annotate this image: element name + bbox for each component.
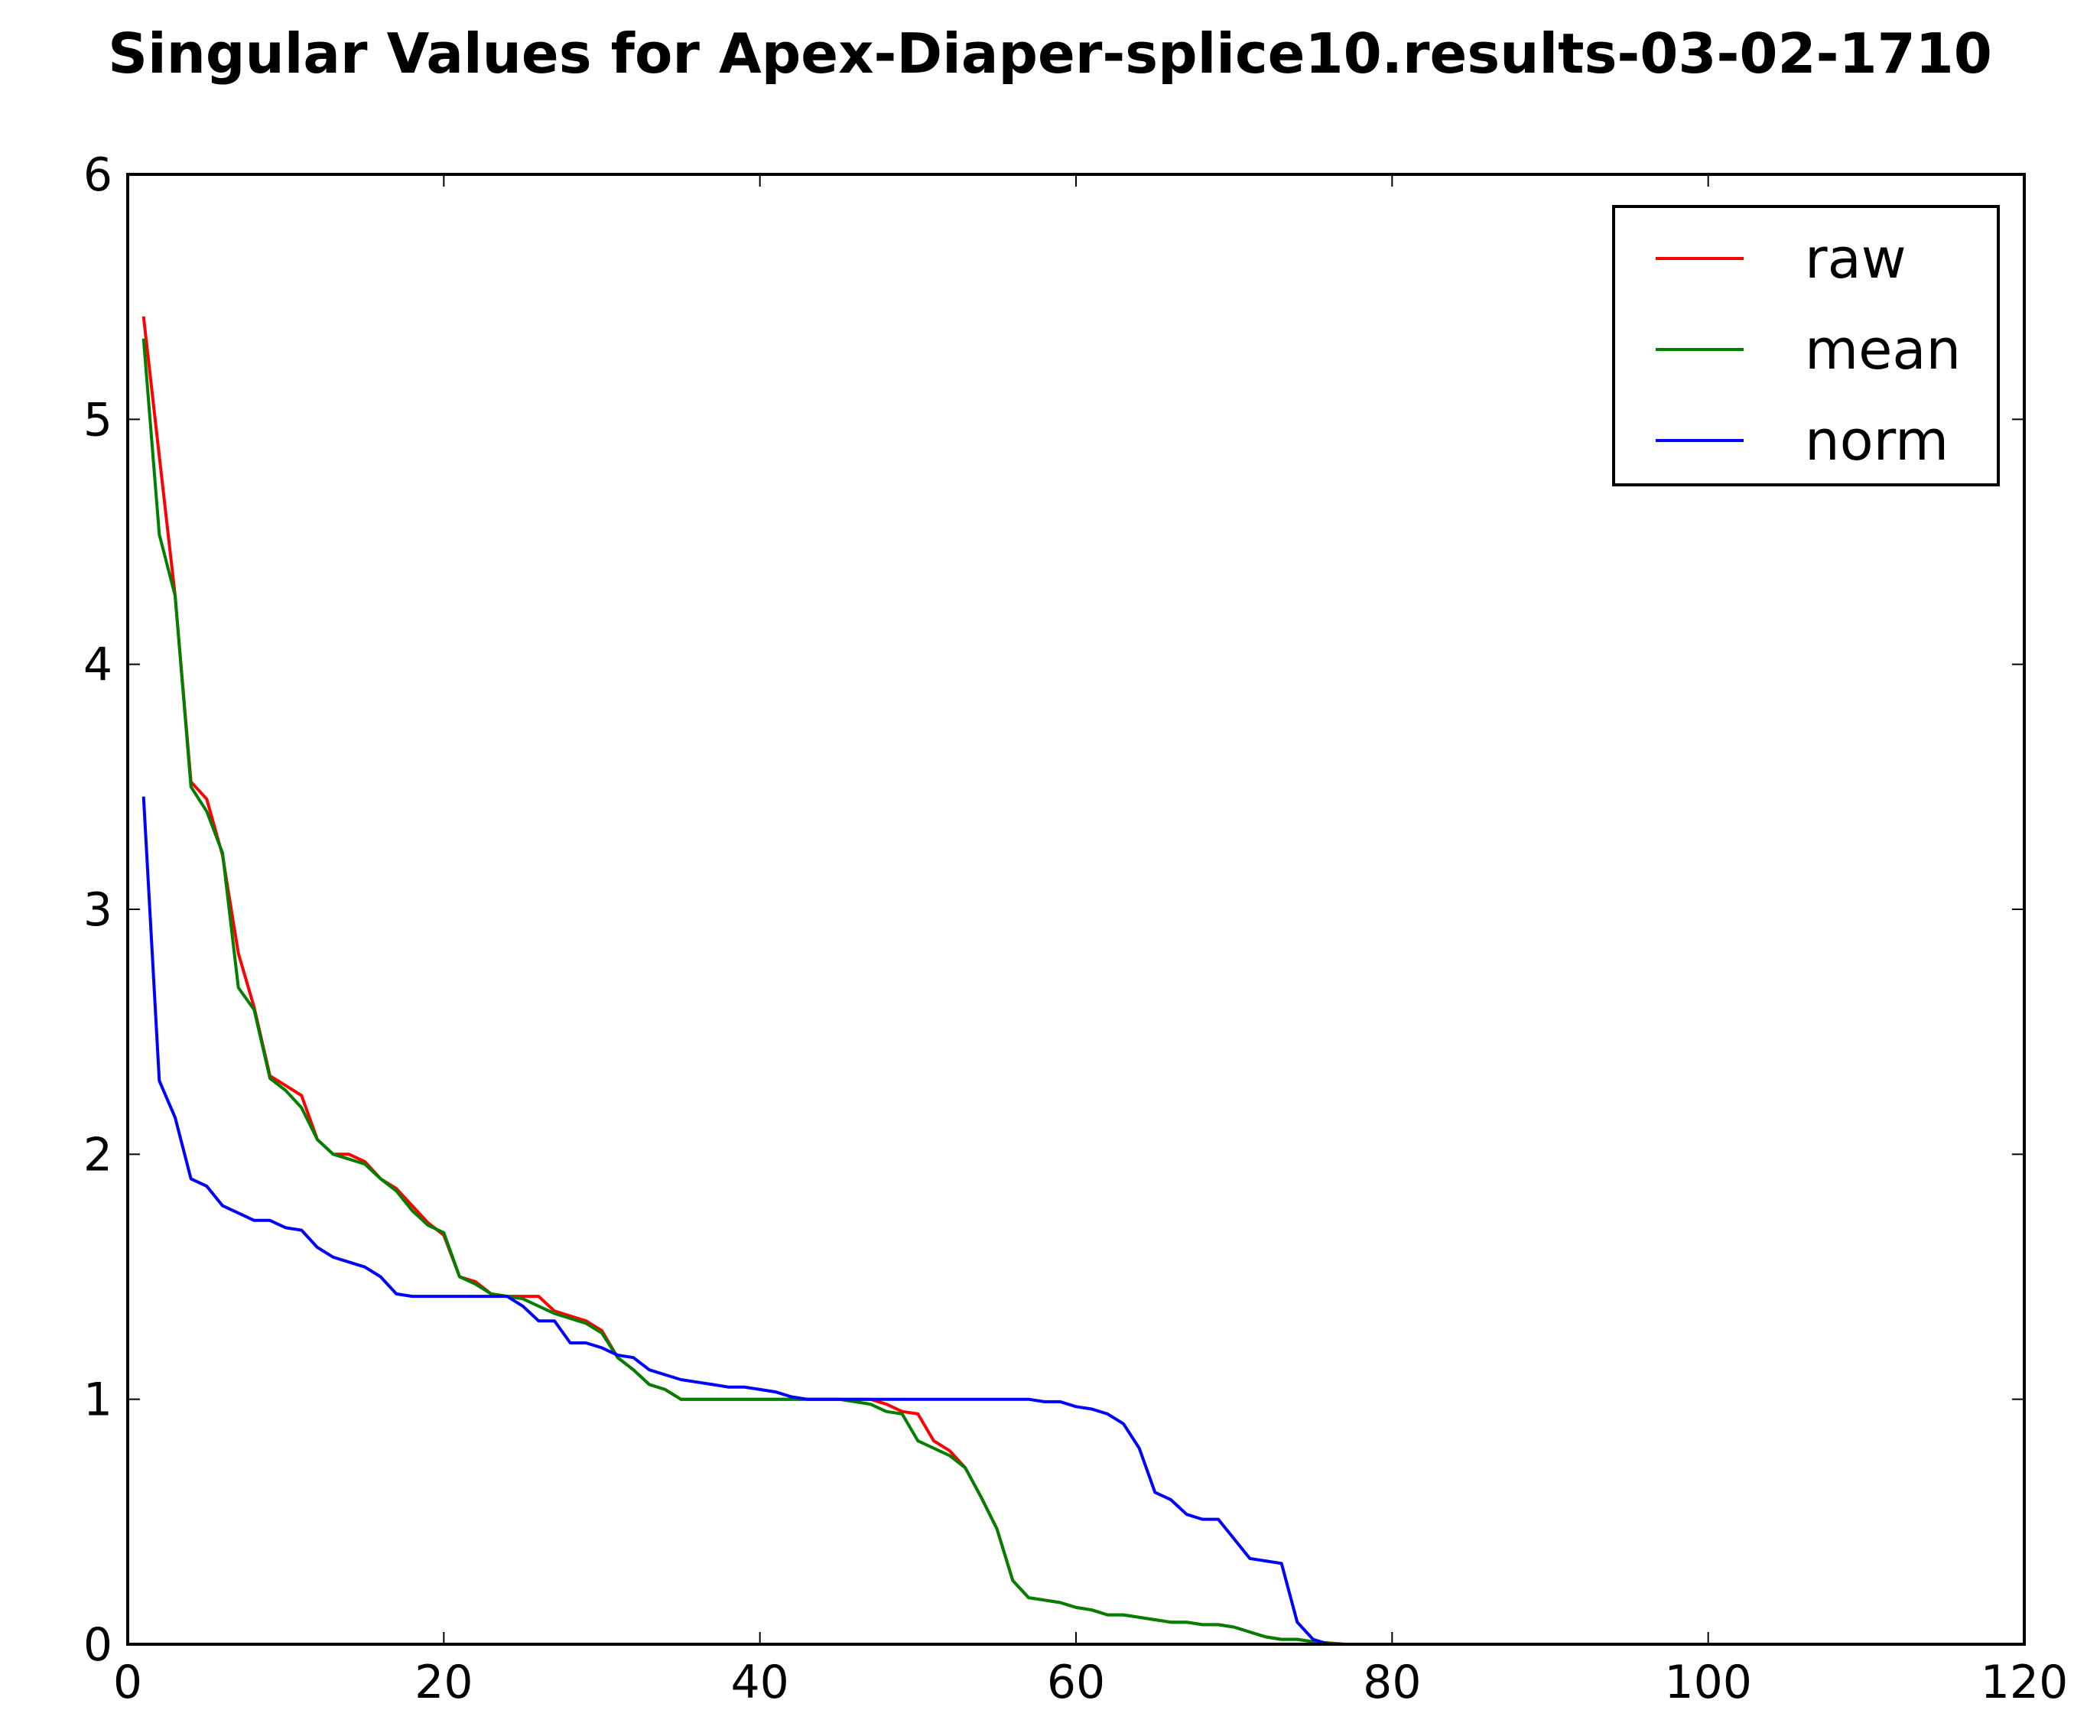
- x-tick-label: 40: [730, 1656, 788, 1709]
- legend-label-raw: raw: [1805, 226, 1907, 291]
- legend: raw mean norm: [1612, 205, 2000, 486]
- y-tick-label: 6: [83, 148, 112, 202]
- y-tick-label: 2: [83, 1128, 112, 1182]
- y-tick-label: 1: [83, 1374, 112, 1427]
- y-tick-label: 3: [83, 883, 112, 937]
- legend-box: [1612, 205, 2000, 486]
- y-tick-label: 5: [83, 393, 112, 447]
- y-tick-label: 0: [83, 1618, 112, 1672]
- y-axis: 0 1 2 3 4 5 6: [83, 148, 2024, 1672]
- legend-label-mean: mean: [1805, 317, 1961, 382]
- x-tick-label: 0: [113, 1656, 142, 1709]
- x-tick-label: 20: [414, 1656, 473, 1709]
- x-tick-label: 60: [1047, 1656, 1105, 1709]
- chart-title: Singular Values for Apex-Diaper-splice10…: [108, 21, 1992, 86]
- x-tick-label: 120: [1981, 1656, 2069, 1709]
- x-tick-label: 80: [1363, 1656, 1421, 1709]
- x-tick-label: 100: [1664, 1656, 1752, 1709]
- legend-label-norm: norm: [1805, 408, 1949, 473]
- x-axis: 0 20 40 60 80 100 120: [113, 174, 2068, 1709]
- y-tick-label: 4: [83, 639, 112, 692]
